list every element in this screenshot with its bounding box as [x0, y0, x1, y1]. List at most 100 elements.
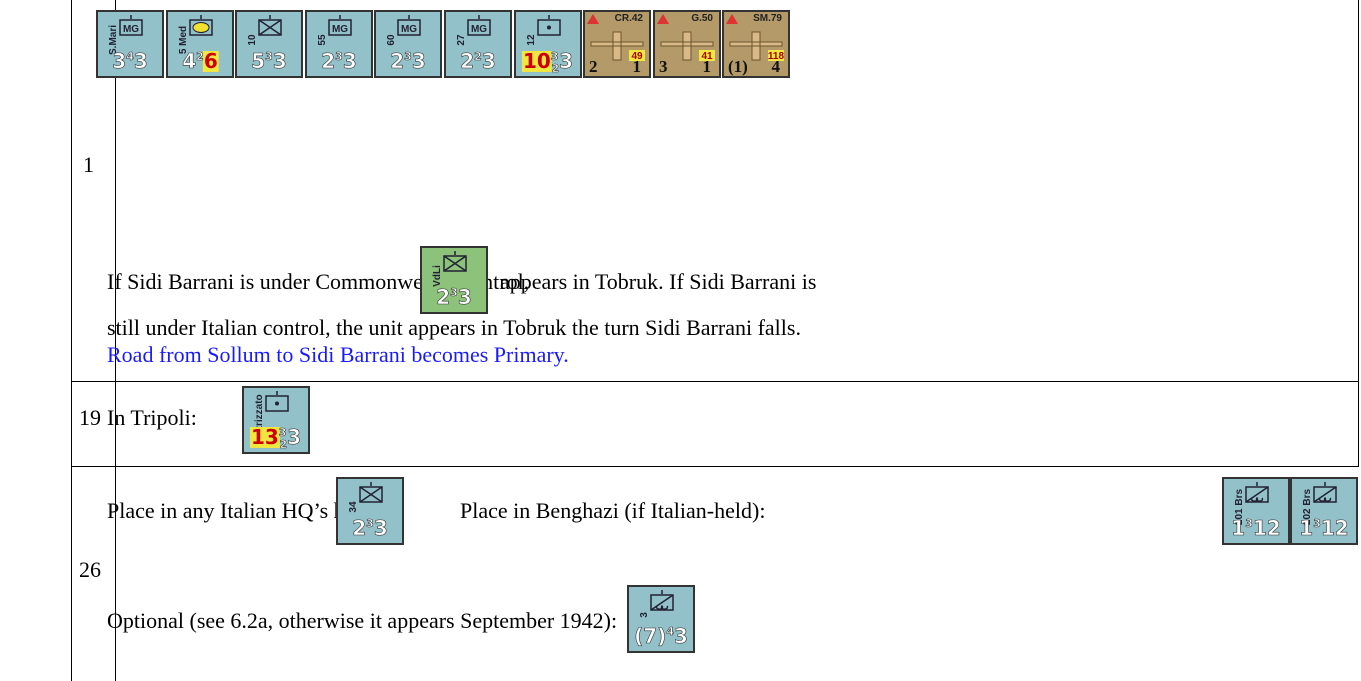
counter-face [1290, 477, 1358, 545]
factor: 1 [1299, 516, 1313, 540]
symbol-text: MG [401, 24, 417, 35]
factor: 5 [251, 49, 265, 73]
aircraft-name: CR.42 [615, 13, 644, 24]
counter: 5 Med 426 [165, 10, 234, 78]
unit-factors: 426 [182, 49, 218, 73]
factor: 10 [523, 49, 551, 73]
unit-symbol [650, 590, 674, 611]
unit-symbol [359, 482, 383, 503]
symbol-cross [359, 486, 383, 503]
text: appears in Tobruk. If Sidi Barrani is [500, 269, 817, 294]
factor: 3 [405, 50, 413, 63]
air-factor: 1 [702, 57, 711, 76]
counter: 27 MG 223 [444, 10, 512, 78]
factor: 2 [474, 50, 482, 63]
factor-highlight [202, 51, 219, 72]
unit-factors: 133 23 [251, 425, 301, 451]
factor: 13 [251, 425, 279, 449]
counter: G.50 41 3 1 [652, 10, 721, 78]
unit-id: S.Mari [108, 25, 119, 55]
factor: 2 [321, 49, 335, 73]
factor: 3 [559, 49, 573, 73]
nation-mark [587, 14, 600, 24]
symbol-cross [443, 255, 467, 272]
counter: 201 Brs 1312 [1222, 477, 1290, 545]
symbol-box [359, 486, 383, 503]
counter: VdLi 233 [420, 246, 488, 314]
badge-bg [768, 50, 785, 61]
counter-face [96, 10, 164, 78]
unit-symbol: MG [467, 15, 491, 36]
unit-symbol: MG [397, 15, 422, 36]
table-border-left [71, 0, 72, 681]
symbol-dot [275, 401, 279, 406]
counter: 10 533 [235, 10, 304, 78]
unit-factors: 343 [112, 49, 148, 73]
counter-art: G.50 41 3 1 [652, 10, 721, 78]
counter-art: 55 MG 233 [304, 10, 373, 78]
counter-face [336, 477, 404, 545]
factor: 3 [273, 49, 287, 73]
counter-face [235, 10, 304, 78]
symbol-recon [1245, 486, 1269, 503]
factor: 3 [374, 516, 388, 540]
counter-face [420, 246, 488, 314]
counter-art: CR.42 49 2 1 [583, 10, 652, 78]
unit-factors: 223 [460, 49, 496, 73]
row-separator [71, 381, 1359, 382]
text: Optional (see 6.2a, otherwise it appears… [107, 608, 618, 633]
symbol-box [328, 19, 352, 36]
unit-factors: 1312 [1231, 516, 1280, 540]
factor: 4 [126, 50, 134, 63]
unit-id: 10 [247, 34, 258, 46]
symbol-box [258, 19, 282, 36]
aircraft-name: SM.79 [753, 13, 782, 24]
symbol-box [397, 19, 422, 36]
unit-symbol [265, 391, 289, 412]
symbol-box [1245, 486, 1269, 503]
factor: 3 [112, 49, 126, 73]
unit-id: 27 [456, 34, 467, 46]
factor: 3 [674, 624, 688, 648]
factor-highlight [249, 427, 280, 448]
counter: 60 MG 233 [374, 10, 443, 78]
counter: S.Mari MG 343 [96, 10, 164, 78]
symbol-box [443, 255, 467, 272]
aircraft-badge: 118 [768, 51, 785, 62]
symbol-box [265, 395, 289, 412]
factor: 2 [436, 285, 450, 309]
air-factor: 1 [633, 57, 642, 76]
badge-bg [698, 50, 715, 61]
unit-id: 55 [317, 34, 328, 46]
unit-factors: 1312 [1299, 516, 1348, 540]
factor: 3 [265, 50, 273, 63]
unit-symbol [188, 15, 213, 36]
counter: 3 (7)43 [627, 585, 695, 653]
table-border-right [1358, 0, 1359, 467]
unit-factors: 233 [436, 285, 472, 309]
unit-factors: 233 [391, 49, 427, 73]
aircraft [729, 31, 783, 61]
unit-symbol: MG [119, 15, 143, 36]
factor: 3 [458, 285, 472, 309]
unit-id: 3 [639, 612, 650, 618]
factor: 2 [352, 516, 366, 540]
factor: 1 [1231, 516, 1245, 540]
factor: 3 [366, 517, 374, 530]
symbol-box [188, 19, 213, 36]
unit-id: 60 [386, 34, 397, 46]
counter-face [1222, 477, 1290, 545]
symbol-cross [258, 19, 282, 36]
unit-symbol [258, 15, 282, 36]
factor: 3 [1313, 517, 1321, 530]
counter-art: 34 233 [336, 477, 404, 545]
factor: 3 [482, 49, 496, 73]
counter-face [627, 585, 695, 653]
unit-id: 201 Brs [1234, 488, 1245, 525]
unit-id: Mtrizzato [254, 394, 265, 437]
unit-id: 5 Med [178, 26, 189, 54]
factor-highlight [521, 51, 552, 72]
